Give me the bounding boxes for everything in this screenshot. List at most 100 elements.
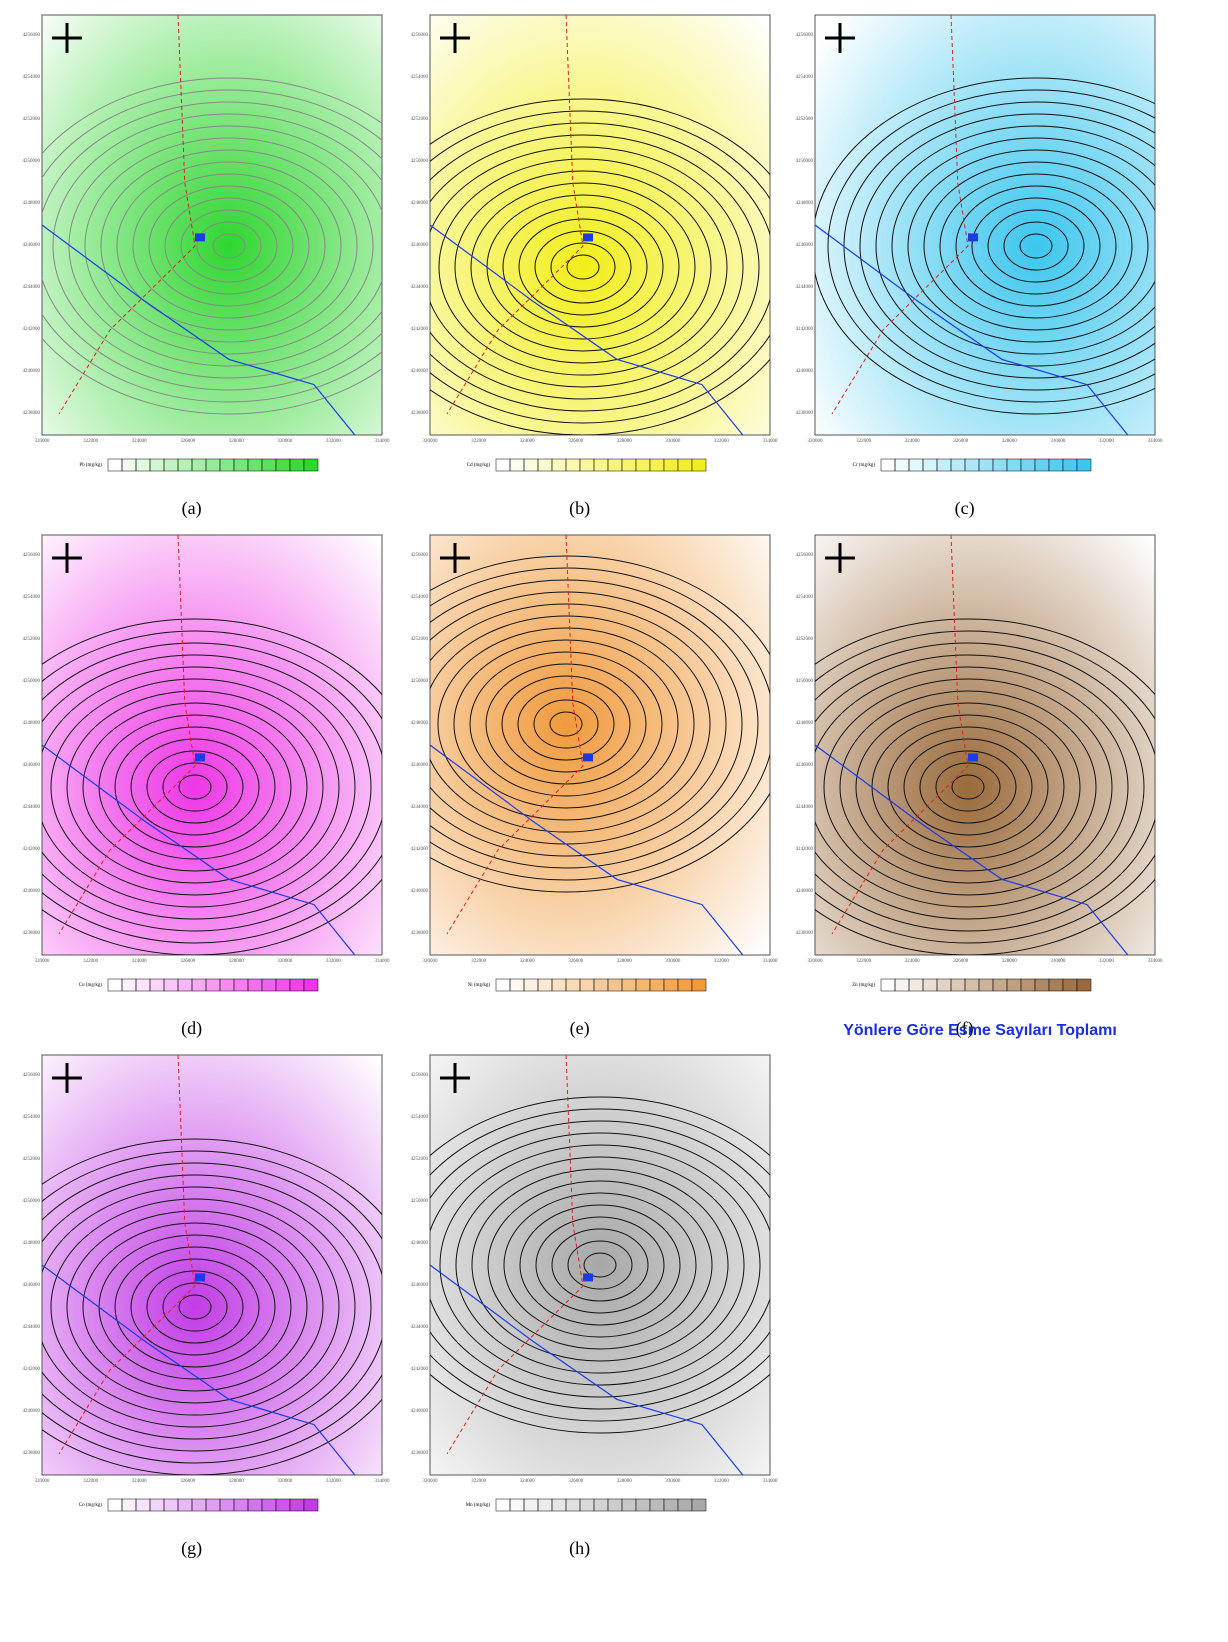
legend-swatch	[150, 459, 164, 471]
legend-swatch	[524, 1499, 538, 1511]
legend-swatch	[1007, 979, 1021, 991]
legend-swatch	[1049, 459, 1063, 471]
legend-swatch	[692, 979, 706, 991]
x-tick-label: 320000	[808, 959, 824, 964]
y-tick-label: 4250000	[411, 159, 429, 164]
legend-swatch	[636, 1499, 650, 1511]
y-tick-label: 4242000	[796, 847, 814, 852]
y-tick-label: 4250000	[23, 159, 41, 164]
y-tick-label: 4252000	[23, 637, 41, 642]
x-tick-label: 326000	[180, 439, 196, 444]
y-tick-label: 4256000	[411, 33, 429, 38]
legend-swatch	[580, 459, 594, 471]
y-tick-label: 4248000	[23, 201, 41, 206]
x-tick-label: 328000	[1002, 959, 1018, 964]
legend-swatch	[234, 979, 248, 991]
legend-swatch	[150, 1499, 164, 1511]
legend-swatch	[993, 979, 1007, 991]
map-area	[430, 535, 770, 955]
legend-swatch	[636, 979, 650, 991]
town	[583, 1273, 593, 1281]
legend-swatch	[220, 979, 234, 991]
legend-swatch	[552, 1499, 566, 1511]
legend-swatch	[951, 979, 965, 991]
map-area	[42, 1055, 382, 1475]
x-tick-label: 322000	[471, 439, 487, 444]
map-area	[430, 15, 770, 435]
y-tick-label: 4254000	[23, 1115, 41, 1120]
y-tick-label: 4242000	[23, 1367, 41, 1372]
y-tick-label: 4250000	[796, 679, 814, 684]
legend-swatch	[594, 979, 608, 991]
chart-title: Yönlere Göre Esme Sayıları Toplamı	[843, 1022, 1117, 1039]
legend-swatch	[937, 979, 951, 991]
y-tick-label: 4240000	[23, 369, 41, 374]
x-tick-label: 328000	[617, 439, 633, 444]
legend-swatch	[1063, 459, 1077, 471]
y-tick-label: 4240000	[23, 1409, 41, 1414]
x-tick-label: 330000	[1050, 439, 1066, 444]
x-tick-label: 322000	[471, 959, 487, 964]
legend-swatch	[965, 979, 979, 991]
x-tick-label: 326000	[180, 1479, 196, 1484]
x-tick-label: 320000	[808, 439, 824, 444]
y-tick-label: 4244000	[796, 285, 814, 290]
y-tick-label: 4254000	[411, 1115, 429, 1120]
panel-label: (g)	[181, 1538, 202, 1559]
legend-swatch	[220, 1499, 234, 1511]
legend-swatch	[262, 1499, 276, 1511]
legend-swatch	[923, 459, 937, 471]
y-tick-label: 4244000	[23, 285, 41, 290]
legend-title: Mn (mg/kg)	[466, 1503, 491, 1508]
legend-swatch	[248, 459, 262, 471]
y-tick-label: 4238000	[23, 411, 41, 416]
x-tick-label: 332000	[714, 1479, 730, 1484]
legend-swatch	[206, 979, 220, 991]
legend-swatch	[566, 979, 580, 991]
y-tick-label: 4248000	[23, 721, 41, 726]
legend-swatch	[608, 979, 622, 991]
legend-swatch	[496, 979, 510, 991]
y-tick-label: 4240000	[796, 369, 814, 374]
x-tick-label: 322000	[83, 1479, 99, 1484]
panel-label: (e)	[570, 1018, 590, 1039]
y-tick-label: 4250000	[411, 679, 429, 684]
x-tick-label: 326000	[180, 959, 196, 964]
legend-swatch	[1021, 979, 1035, 991]
y-tick-label: 4240000	[796, 889, 814, 894]
legend-swatch	[1049, 979, 1063, 991]
x-tick-label: 330000	[665, 439, 681, 444]
legend-swatch	[678, 459, 692, 471]
y-tick-label: 4254000	[411, 75, 429, 80]
legend-swatch	[909, 459, 923, 471]
x-tick-label: 324000	[520, 1479, 536, 1484]
legend-swatch	[636, 459, 650, 471]
y-tick-label: 4246000	[796, 243, 814, 248]
x-tick-label: 326000	[953, 959, 969, 964]
legend-swatch	[262, 459, 276, 471]
legend-title: Cr (mg/kg)	[853, 463, 876, 468]
y-tick-label: 4248000	[411, 1241, 429, 1246]
legend-swatch	[622, 979, 636, 991]
y-tick-label: 4244000	[411, 805, 429, 810]
x-tick-label: 332000	[714, 959, 730, 964]
legend-swatch	[276, 979, 290, 991]
legend-swatch	[234, 459, 248, 471]
y-tick-label: 4254000	[411, 595, 429, 600]
panel-label: (a)	[182, 498, 202, 519]
legend-swatch	[304, 1499, 318, 1511]
legend-swatch	[923, 979, 937, 991]
legend-title: Cu (mg/kg)	[79, 983, 103, 988]
legend-swatch	[993, 459, 1007, 471]
town	[968, 233, 978, 241]
x-tick-label: 330000	[277, 439, 293, 444]
y-tick-label: 4238000	[411, 1451, 429, 1456]
legend-swatch	[178, 459, 192, 471]
y-tick-label: 4246000	[411, 763, 429, 768]
legend-swatch	[164, 459, 178, 471]
legend-swatch	[1035, 979, 1049, 991]
x-tick-label: 326000	[568, 959, 584, 964]
y-tick-label: 4248000	[23, 1241, 41, 1246]
y-tick-label: 4244000	[23, 1325, 41, 1330]
town	[195, 753, 205, 761]
